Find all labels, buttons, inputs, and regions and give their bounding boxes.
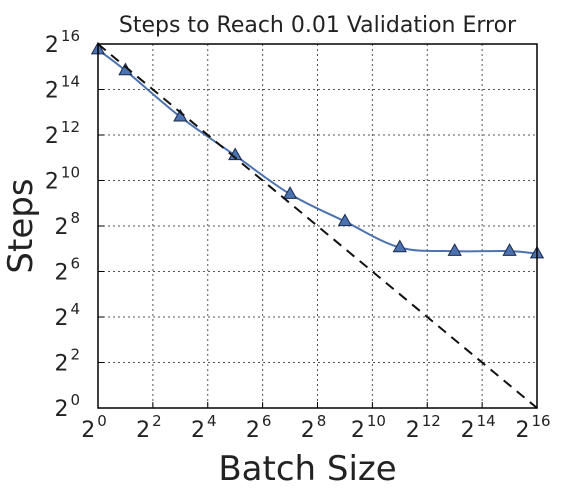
y-axis-title: Steps — [1, 178, 41, 273]
plot-frame — [97, 43, 538, 409]
data-point-triangle — [447, 243, 462, 256]
x-tick-label: 2 14 — [461, 412, 496, 443]
data-point-triangle — [392, 239, 407, 253]
y-tick-label: 2 16 — [45, 27, 80, 58]
y-tick-label: 2 12 — [45, 118, 80, 149]
x-axis-title: Batch Size — [218, 449, 396, 489]
x-tick-label: 2 12 — [406, 412, 441, 443]
chart-title: Steps to Reach 0.01 Validation Error — [119, 13, 517, 38]
y-tick-label: 2 10 — [45, 164, 80, 195]
data-point-triangle — [282, 186, 298, 199]
x-tick-label: 2 16 — [515, 412, 550, 443]
data-point-triangle — [337, 213, 353, 227]
data-point-triangle — [502, 243, 517, 256]
steps-curve-line — [97, 48, 538, 255]
x-tick-label: 2 10 — [351, 412, 386, 443]
y-tick-label: 2 14 — [45, 73, 80, 104]
